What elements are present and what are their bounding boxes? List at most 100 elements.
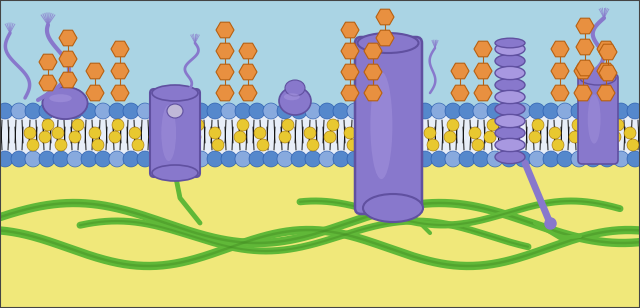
Circle shape (81, 103, 97, 119)
Ellipse shape (167, 104, 183, 118)
Circle shape (129, 127, 141, 139)
Circle shape (263, 151, 279, 167)
Ellipse shape (588, 94, 600, 144)
Ellipse shape (49, 94, 72, 102)
Circle shape (169, 127, 181, 139)
Ellipse shape (495, 150, 525, 164)
Circle shape (599, 151, 615, 167)
Ellipse shape (161, 105, 176, 161)
FancyBboxPatch shape (578, 74, 618, 164)
Circle shape (487, 119, 499, 131)
Bar (0, 158, 640, 308)
Circle shape (221, 151, 237, 167)
Circle shape (459, 151, 475, 167)
Circle shape (347, 151, 363, 167)
Circle shape (305, 151, 321, 167)
Ellipse shape (495, 38, 525, 48)
Circle shape (52, 127, 64, 139)
Circle shape (212, 139, 224, 151)
Bar (0, 110, 640, 160)
Circle shape (549, 127, 561, 139)
Circle shape (472, 139, 484, 151)
Circle shape (543, 103, 559, 119)
Circle shape (612, 119, 624, 131)
Circle shape (95, 103, 111, 119)
Circle shape (417, 151, 433, 167)
Circle shape (431, 151, 447, 167)
Circle shape (529, 103, 545, 119)
Ellipse shape (495, 43, 525, 56)
Circle shape (39, 131, 51, 143)
Circle shape (557, 151, 573, 167)
Circle shape (387, 139, 399, 151)
Circle shape (11, 151, 27, 167)
Circle shape (92, 139, 104, 151)
Ellipse shape (284, 93, 300, 100)
Circle shape (375, 151, 391, 167)
Circle shape (589, 127, 601, 139)
Circle shape (257, 139, 269, 151)
Circle shape (53, 151, 69, 167)
Circle shape (327, 119, 339, 131)
Circle shape (319, 103, 335, 119)
Circle shape (627, 151, 640, 167)
Circle shape (149, 131, 161, 143)
Circle shape (109, 151, 125, 167)
Ellipse shape (371, 72, 392, 179)
Circle shape (424, 127, 436, 139)
Circle shape (207, 151, 223, 167)
Circle shape (42, 119, 54, 131)
Ellipse shape (279, 87, 311, 115)
FancyBboxPatch shape (150, 89, 200, 177)
Circle shape (347, 103, 363, 119)
Circle shape (445, 151, 461, 167)
Circle shape (234, 131, 246, 143)
Circle shape (627, 103, 640, 119)
Circle shape (585, 103, 601, 119)
Circle shape (389, 103, 405, 119)
Circle shape (585, 151, 601, 167)
Circle shape (249, 151, 265, 167)
Circle shape (624, 127, 636, 139)
Circle shape (552, 139, 564, 151)
Circle shape (95, 151, 111, 167)
Circle shape (179, 151, 195, 167)
Circle shape (501, 151, 517, 167)
Circle shape (11, 103, 27, 119)
Circle shape (375, 103, 391, 119)
Circle shape (24, 127, 36, 139)
Circle shape (112, 119, 124, 131)
Circle shape (307, 139, 319, 151)
Circle shape (344, 127, 356, 139)
Circle shape (613, 103, 629, 119)
Circle shape (389, 151, 405, 167)
Ellipse shape (363, 194, 423, 222)
Circle shape (207, 103, 223, 119)
Ellipse shape (285, 80, 305, 96)
Circle shape (484, 131, 496, 143)
Circle shape (403, 103, 419, 119)
Circle shape (165, 151, 181, 167)
Circle shape (361, 151, 377, 167)
Circle shape (237, 119, 249, 131)
Circle shape (39, 103, 55, 119)
Circle shape (55, 139, 67, 151)
Circle shape (172, 139, 184, 151)
Circle shape (69, 131, 81, 143)
Circle shape (152, 119, 164, 131)
Circle shape (151, 103, 167, 119)
Circle shape (569, 131, 581, 143)
Ellipse shape (495, 138, 525, 152)
Circle shape (469, 127, 481, 139)
Circle shape (235, 103, 251, 119)
Circle shape (67, 103, 83, 119)
Circle shape (543, 151, 559, 167)
Circle shape (487, 103, 503, 119)
Circle shape (53, 103, 69, 119)
Circle shape (109, 103, 125, 119)
Ellipse shape (495, 114, 525, 128)
Circle shape (557, 103, 573, 119)
Circle shape (192, 119, 204, 131)
Ellipse shape (495, 126, 525, 140)
Circle shape (179, 103, 195, 119)
